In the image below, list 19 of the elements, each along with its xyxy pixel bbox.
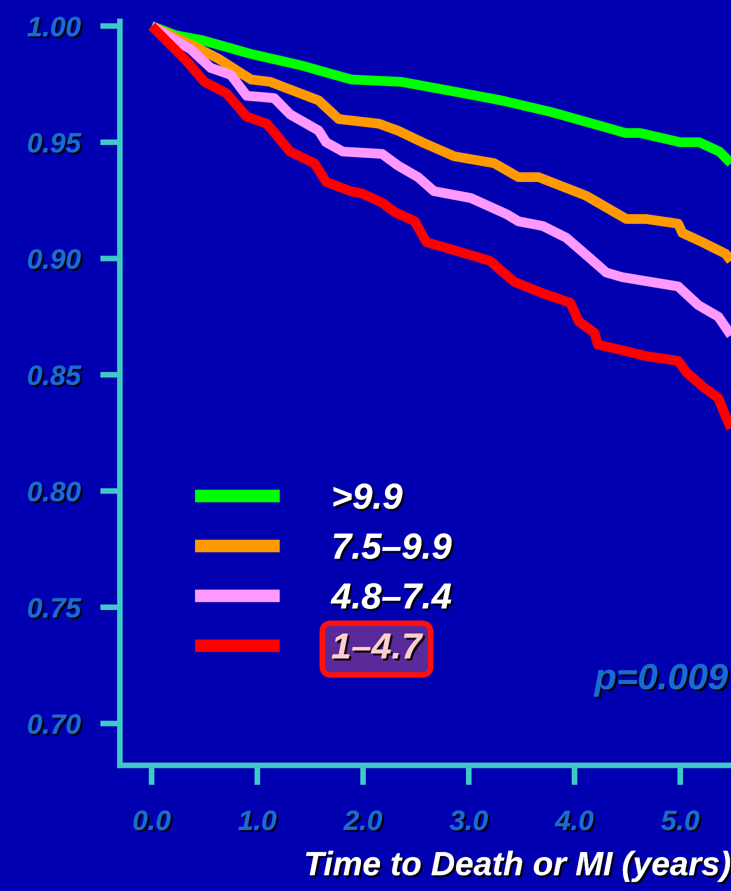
annotation: p=0.009 xyxy=(594,664,730,699)
y-tick-label: 0.85 xyxy=(28,365,84,388)
x-tick-label: 3.0 xyxy=(450,810,490,832)
y-tick-label: 0.80 xyxy=(28,482,83,504)
legend-label: 1–4.7 xyxy=(332,634,426,660)
x-axis-title: Time to Death or MI (years) xyxy=(306,850,731,884)
y-tick-label: 0.95 xyxy=(28,132,84,155)
x-tick-label: 4.0 xyxy=(554,810,596,832)
legend-label: >9.9 xyxy=(333,483,404,512)
x-tick-label: 5.0 xyxy=(661,810,702,832)
y-tick-label: 0.90 xyxy=(28,249,83,271)
legend-label: 4.8–7.4 xyxy=(330,583,454,611)
x-tick-label: 0.0 xyxy=(133,810,173,832)
y-tick-label: 1.00 xyxy=(27,16,83,38)
y-tick-label: 0.75 xyxy=(28,598,84,620)
y-tick-label: 0.70 xyxy=(28,714,83,736)
x-tick-label: 2.0 xyxy=(343,810,384,832)
legend-label: 7.5–9.9 xyxy=(334,533,454,562)
x-tick-label: 1.0 xyxy=(238,810,278,832)
